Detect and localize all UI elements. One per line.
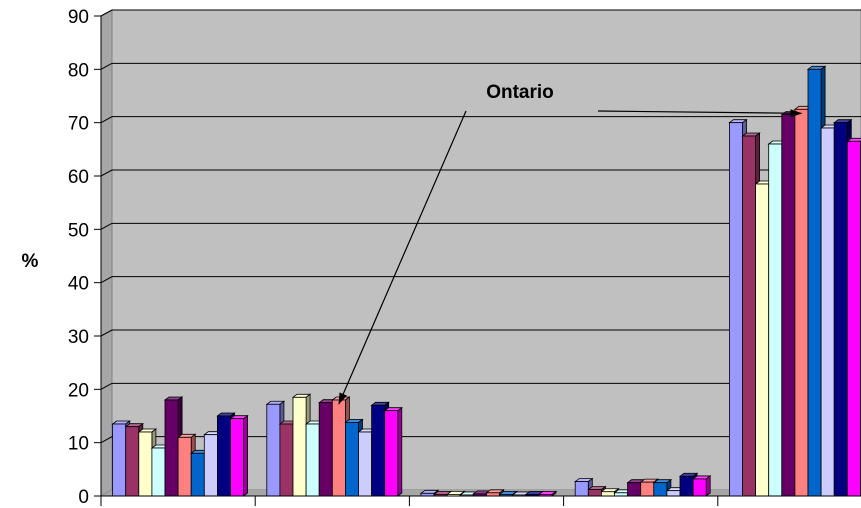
- y-tick-label: 30: [68, 327, 89, 348]
- y-tick-label: 20: [68, 380, 89, 401]
- gridlines: [100, 9, 861, 444]
- y-tick-labels: 0 10 20 30 40 50 60 70 80 90: [68, 7, 89, 508]
- annotation-arrow: [338, 110, 467, 405]
- bar-series: [111, 65, 861, 497]
- annotation-label: Ontario: [486, 82, 554, 103]
- y-axis-title: %: [22, 251, 39, 272]
- y-tick-label: 90: [68, 7, 89, 28]
- y-tick-label: 80: [68, 60, 89, 81]
- bar: [652, 478, 673, 497]
- y-tick-label: 40: [68, 274, 89, 295]
- gridline: [100, 276, 861, 284]
- bar: [383, 406, 403, 497]
- y-tick-label: 50: [68, 220, 89, 241]
- gridline: [100, 222, 861, 230]
- gridline: [100, 62, 861, 70]
- bar: [691, 475, 712, 497]
- bar: [229, 414, 249, 497]
- y-tick-label: 10: [68, 434, 89, 455]
- gridline: [100, 329, 861, 337]
- y-tick-label: 60: [68, 167, 89, 188]
- y-tick-label: 70: [68, 114, 89, 135]
- gridline: [100, 169, 861, 177]
- bar: [846, 137, 861, 497]
- annotation-arrow: [597, 109, 803, 118]
- gridline: [100, 436, 861, 444]
- side-wall: [100, 9, 113, 497]
- gridline: [100, 382, 861, 390]
- axes: [94, 15, 861, 506]
- y-tick-label: 0: [78, 487, 89, 508]
- gridline: [100, 116, 861, 124]
- annotations: Ontario: [338, 82, 803, 405]
- gridline: [100, 9, 861, 17]
- bar: [537, 490, 558, 497]
